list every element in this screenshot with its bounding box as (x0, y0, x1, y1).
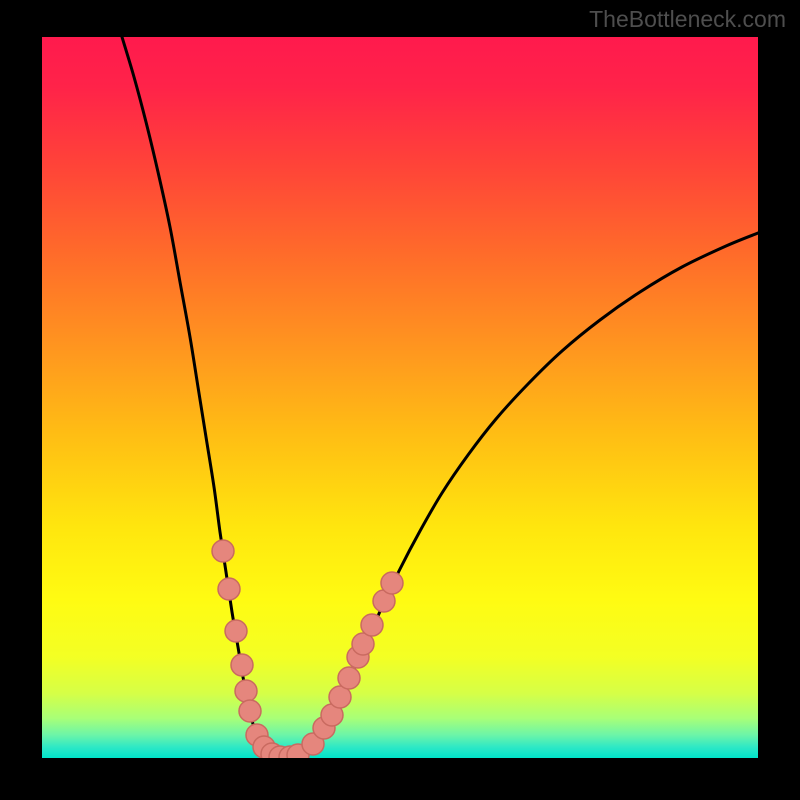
marker-dot (235, 680, 257, 702)
gradient-background (42, 37, 758, 758)
marker-dot (218, 578, 240, 600)
plot-area (42, 37, 758, 758)
plot-svg (42, 37, 758, 758)
marker-dot (212, 540, 234, 562)
marker-dot (225, 620, 247, 642)
marker-dot (338, 667, 360, 689)
marker-dot (239, 700, 261, 722)
marker-dot (231, 654, 253, 676)
marker-dot (381, 572, 403, 594)
marker-dot (361, 614, 383, 636)
chart-root: TheBottleneck.com (0, 0, 800, 800)
watermark-text: TheBottleneck.com (589, 6, 786, 33)
